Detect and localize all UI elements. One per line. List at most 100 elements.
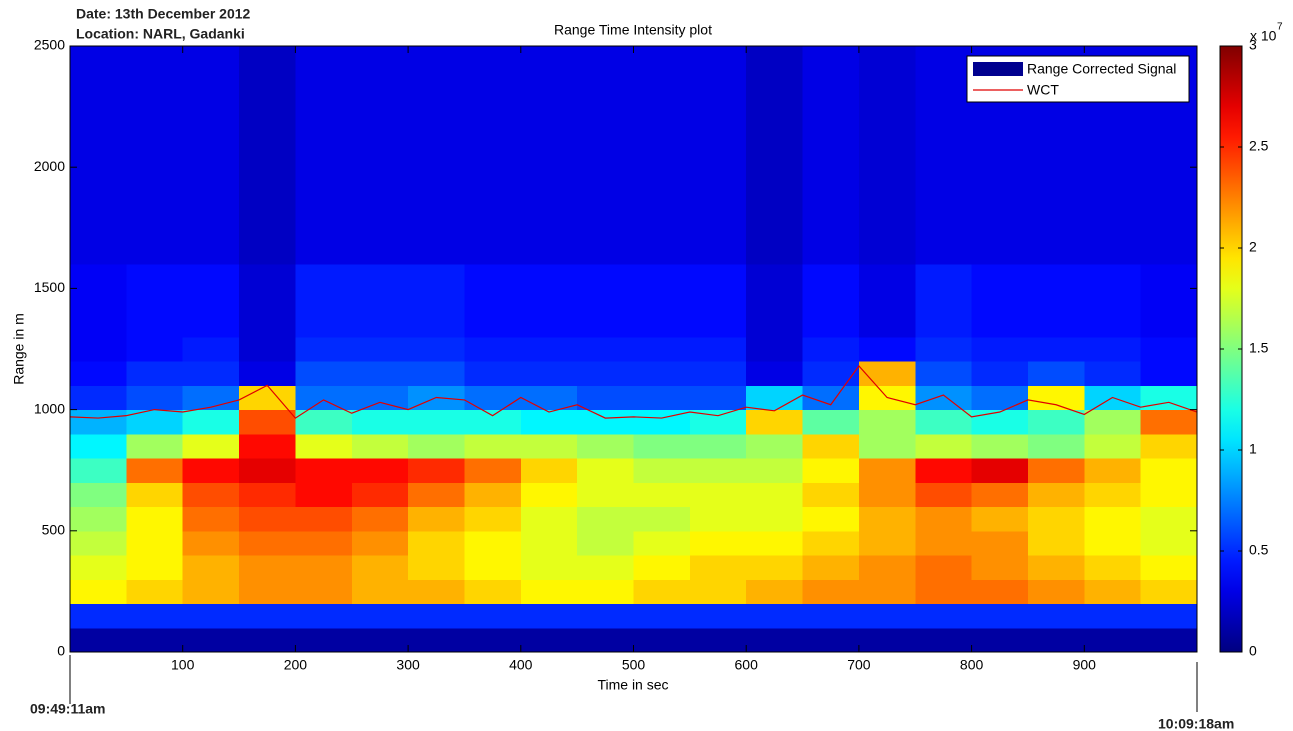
heatmap-cell xyxy=(126,119,183,144)
heatmap-cell xyxy=(746,119,803,144)
heatmap-cell xyxy=(408,264,465,289)
heatmap-cell xyxy=(1084,555,1141,580)
colorbar-scale: x 10 xyxy=(1250,28,1277,44)
heatmap-cell xyxy=(915,507,972,532)
y-axis-label: Range in m xyxy=(11,313,27,385)
heatmap-cell xyxy=(295,143,352,168)
heatmap-cell xyxy=(577,313,634,338)
heatmap-cell xyxy=(70,240,127,265)
y-tick-label: 1000 xyxy=(34,400,65,416)
heatmap-cell xyxy=(803,46,860,71)
heatmap-cell xyxy=(1028,143,1085,168)
heatmap-cell xyxy=(1141,119,1198,144)
heatmap-cell xyxy=(464,458,521,483)
heatmap-cell xyxy=(1084,167,1141,192)
heatmap-cell xyxy=(352,167,409,192)
heatmap-cell xyxy=(352,216,409,241)
heatmap-cell xyxy=(746,288,803,313)
heatmap-cell xyxy=(126,46,183,71)
heatmap-cell xyxy=(126,94,183,119)
heatmap-cell xyxy=(183,361,240,386)
heatmap-cell xyxy=(464,94,521,119)
heatmap-cell xyxy=(126,579,183,604)
heatmap-cell xyxy=(352,458,409,483)
heatmap-cell xyxy=(1028,385,1085,410)
heatmap-cell xyxy=(126,313,183,338)
heatmap-cell xyxy=(295,288,352,313)
heatmap-cell xyxy=(408,216,465,241)
heatmap-cell xyxy=(1141,337,1198,362)
colorbar-tick-label: 1.5 xyxy=(1249,340,1269,356)
heatmap-cell xyxy=(126,507,183,532)
heatmap-cell xyxy=(803,216,860,241)
heatmap-cell xyxy=(915,216,972,241)
heatmap-cell xyxy=(70,579,127,604)
heatmap-cell xyxy=(352,313,409,338)
heatmap-cell xyxy=(464,191,521,216)
x-tick-label: 800 xyxy=(960,657,984,673)
heatmap-cell xyxy=(1028,628,1085,653)
heatmap-cell xyxy=(634,240,691,265)
heatmap-cell xyxy=(634,628,691,653)
heatmap-cell xyxy=(915,410,972,435)
heatmap-cell xyxy=(1084,482,1141,507)
heatmap-cell xyxy=(183,410,240,435)
heatmap-cell xyxy=(352,119,409,144)
heatmap-cell xyxy=(690,313,747,338)
heatmap-cell xyxy=(972,288,1029,313)
heatmap-cell xyxy=(295,555,352,580)
heatmap-cell xyxy=(915,337,972,362)
heatmap-cell xyxy=(408,579,465,604)
heatmap-cell xyxy=(70,531,127,556)
heatmap-cell xyxy=(521,240,578,265)
heatmap-cell xyxy=(577,507,634,532)
heatmap-cell xyxy=(915,191,972,216)
heatmap-cell xyxy=(521,604,578,629)
heatmap-cell xyxy=(972,604,1029,629)
heatmap-cell xyxy=(577,288,634,313)
heatmap-cell xyxy=(859,119,916,144)
heatmap-cell xyxy=(239,410,296,435)
heatmap-cell xyxy=(352,94,409,119)
heatmap-cell xyxy=(70,288,127,313)
heatmap-cell xyxy=(634,70,691,95)
heatmap-cell xyxy=(126,555,183,580)
heatmap-cell xyxy=(408,482,465,507)
colorbar-tick-label: 2 xyxy=(1249,239,1257,255)
heatmap-cell xyxy=(295,167,352,192)
heatmap-cell xyxy=(915,313,972,338)
heatmap-cell xyxy=(859,604,916,629)
heatmap-cell xyxy=(239,119,296,144)
heatmap-cell xyxy=(915,70,972,95)
heatmap-cell xyxy=(352,361,409,386)
heatmap-cell xyxy=(577,240,634,265)
heatmap-cell xyxy=(859,240,916,265)
heatmap-cell xyxy=(746,240,803,265)
heatmap-cell xyxy=(690,482,747,507)
heatmap-cell xyxy=(634,337,691,362)
heatmap-cell xyxy=(1028,288,1085,313)
heatmap-cell xyxy=(803,555,860,580)
heatmap-cell xyxy=(408,119,465,144)
heatmap-cell xyxy=(634,531,691,556)
heatmap-cell xyxy=(295,46,352,71)
heatmap-cell xyxy=(464,434,521,459)
heatmap-cell xyxy=(295,410,352,435)
heatmap-cell xyxy=(690,434,747,459)
heatmap-cell xyxy=(1028,361,1085,386)
heatmap-cell xyxy=(464,313,521,338)
heatmap-cell xyxy=(1028,482,1085,507)
heatmap-cell xyxy=(521,94,578,119)
heatmap-cell xyxy=(690,507,747,532)
heatmap-cell xyxy=(746,46,803,71)
heatmap-cell xyxy=(239,70,296,95)
heatmap-cell xyxy=(408,288,465,313)
heatmap-cell xyxy=(239,434,296,459)
heatmap-cell xyxy=(464,240,521,265)
heatmap-cell xyxy=(972,361,1029,386)
heatmap-cell xyxy=(352,410,409,435)
heatmap-cell xyxy=(126,434,183,459)
heatmap-cell xyxy=(577,264,634,289)
heatmap-cell xyxy=(803,264,860,289)
heatmap-cell xyxy=(634,143,691,168)
